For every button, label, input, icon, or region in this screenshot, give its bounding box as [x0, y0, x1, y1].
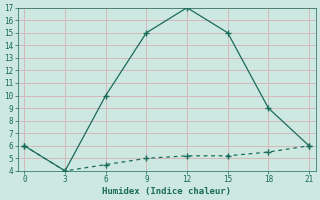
X-axis label: Humidex (Indice chaleur): Humidex (Indice chaleur) [102, 187, 231, 196]
